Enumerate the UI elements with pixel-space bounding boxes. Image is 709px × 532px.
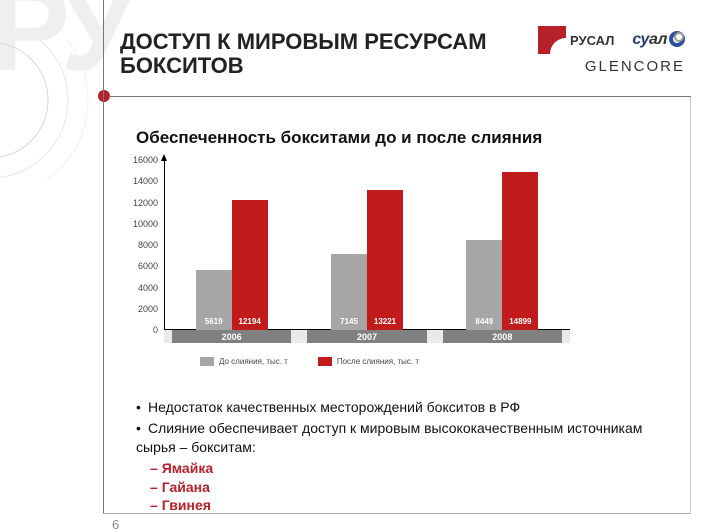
y-axis-arrow <box>161 154 167 161</box>
y-tick-label: 0 <box>153 325 158 335</box>
bullet-2: •Слияние обеспечивает доступ к мировым в… <box>136 419 679 457</box>
bar-after: 12194 <box>232 200 268 330</box>
bar-before: 8449 <box>466 240 502 330</box>
divider-right <box>690 97 691 514</box>
bullet-1: •Недостаток качественных месторождений б… <box>136 398 679 417</box>
logo-block: РУСАЛ суал GLENCORE <box>538 26 685 75</box>
bar-value-label: 8449 <box>466 317 502 326</box>
legend-label: До слияния, тыс. т <box>219 357 288 366</box>
bauxite-chart: 200620072008 До слияния, тыс. тПосле сли… <box>120 160 570 360</box>
x-category-label: 2007 <box>307 330 426 343</box>
legend-swatch <box>200 357 214 366</box>
bar-value-label: 13221 <box>367 317 403 326</box>
logo-glencore: GLENCORE <box>585 58 685 75</box>
legend-swatch <box>318 357 332 366</box>
y-tick-label: 4000 <box>138 283 158 293</box>
y-tick-label: 10000 <box>133 219 158 229</box>
bar-before: 5619 <box>196 270 232 330</box>
bullet-list: •Недостаток качественных месторождений б… <box>136 398 679 515</box>
bar-value-label: 12194 <box>232 317 268 326</box>
x-axis-band: 2006 2007 2008 <box>164 330 570 343</box>
page-number: 6 <box>112 517 119 532</box>
logo-rusal: РУСАЛ <box>538 26 614 54</box>
x-category-label: 2006 <box>172 330 291 343</box>
y-tick-label: 16000 <box>133 155 158 165</box>
divider-top <box>109 96 691 97</box>
logo-sual: суал <box>632 31 685 49</box>
x-category-label: 2008 <box>443 330 562 343</box>
bar-after: 13221 <box>367 190 403 330</box>
bar-value-label: 5619 <box>196 317 232 326</box>
divider-left <box>103 0 104 514</box>
sub-bullet-3: – Гвинея <box>150 496 679 515</box>
y-tick-label: 12000 <box>133 198 158 208</box>
y-tick-label: 2000 <box>138 304 158 314</box>
bar-value-label: 7145 <box>331 317 367 326</box>
sub-bullet-2: – Гайана <box>150 478 679 497</box>
legend-item: После слияния, тыс. т <box>318 357 419 366</box>
sub-bullet-1: – Ямайка <box>150 459 679 478</box>
decorative-arcs <box>0 40 100 180</box>
chart-legend: До слияния, тыс. т После слияния, тыс. т <box>200 357 419 366</box>
page-title: ДОСТУП К МИРОВЫМ РЕСУРСАМ БОКСИТОВ <box>120 30 500 78</box>
bar-after: 14899 <box>502 172 538 330</box>
y-tick-label: 14000 <box>133 176 158 186</box>
y-tick-label: 8000 <box>138 240 158 250</box>
logo-rusal-text: РУСАЛ <box>570 33 614 48</box>
slide: РУ ДОСТУП К МИРОВЫМ РЕСУРСАМ БОКСИТОВ РУ… <box>0 0 709 532</box>
chart-title: Обеспеченность бокситами до и после слия… <box>136 128 542 148</box>
bar-before: 7145 <box>331 254 367 330</box>
y-tick-label: 6000 <box>138 261 158 271</box>
bar-value-label: 14899 <box>502 317 538 326</box>
legend-label: После слияния, тыс. т <box>337 357 419 366</box>
legend-item: До слияния, тыс. т <box>200 357 288 366</box>
